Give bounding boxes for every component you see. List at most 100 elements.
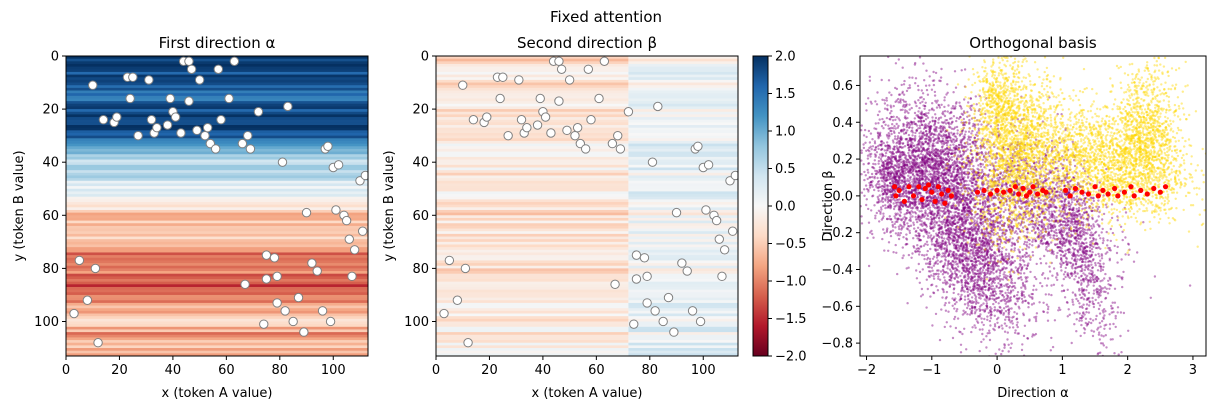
scatter-point — [868, 153, 871, 156]
scatter-point — [912, 120, 916, 124]
scatter-point — [1019, 276, 1023, 279]
scatter-point — [952, 252, 955, 255]
data-point — [307, 258, 317, 268]
heatmap-row-cell — [66, 294, 368, 299]
data-point — [261, 250, 272, 260]
scatter-point — [954, 196, 957, 199]
scatter-point — [923, 164, 926, 167]
data-point — [677, 258, 687, 268]
scatter-point — [940, 162, 943, 165]
scatter-point — [908, 202, 912, 206]
scatter-point — [990, 179, 993, 182]
scatter-point — [895, 87, 899, 91]
scatter-point — [945, 141, 948, 145]
scatter-point — [893, 172, 896, 176]
scatter-point — [1010, 279, 1013, 282]
scatter-point — [968, 271, 971, 274]
scatter-point — [910, 256, 913, 259]
scatter-point — [942, 178, 946, 181]
data-point — [701, 205, 711, 215]
scatter-point — [989, 297, 992, 301]
heatmap-row-cell — [628, 273, 738, 277]
scatter-point — [881, 147, 884, 151]
scatter-point — [1009, 346, 1012, 350]
scatter-point — [895, 179, 899, 182]
scatter-point — [964, 217, 967, 220]
heatmap-row-cell — [436, 87, 629, 92]
scatter-point — [949, 165, 952, 168]
scatter-point — [924, 175, 928, 178]
heatmap-row-cell — [436, 337, 629, 341]
heatmap-row-cell — [436, 239, 629, 243]
scatter-point — [994, 352, 997, 355]
panel1-ylabel: y (token B value) — [12, 150, 27, 261]
scatter-point — [914, 184, 917, 188]
scatter-point — [971, 291, 974, 294]
scatter-point — [1018, 255, 1021, 258]
scatter-point — [926, 93, 930, 96]
scatter-point — [967, 159, 971, 162]
scatter-point — [888, 134, 891, 137]
scatter-point — [937, 210, 940, 213]
heatmap-row-cell — [628, 276, 738, 280]
heatmap-row-cell — [628, 103, 738, 108]
scatter-point — [961, 113, 965, 117]
data-point — [170, 112, 181, 122]
scatter-point — [947, 135, 951, 138]
scatter-point — [864, 102, 868, 106]
scatter-point — [918, 124, 922, 128]
scatter-point — [920, 169, 924, 172]
scatter-point — [964, 166, 967, 170]
scatter-point — [918, 218, 921, 221]
heatmap-row-cell — [628, 90, 738, 94]
heatmap-row-cell — [66, 114, 368, 118]
scatter-point — [968, 121, 971, 124]
scatter-point — [955, 158, 959, 161]
scatter-point — [875, 145, 878, 149]
heatmap-row-cell — [628, 228, 738, 232]
scatter-point — [894, 226, 897, 229]
scatter-point — [938, 236, 941, 239]
scatter-point — [961, 178, 964, 181]
scatter-point — [1000, 283, 1003, 287]
scatter-point — [913, 202, 917, 206]
scatter-point — [1035, 312, 1039, 315]
heatmap-row-cell — [66, 271, 368, 275]
scatter-point — [922, 166, 925, 169]
scatter-point — [941, 137, 945, 140]
heatmap-row-cell — [628, 95, 738, 100]
heatmap-row-cell — [628, 154, 738, 158]
scatter-point — [975, 249, 978, 252]
scatter-point — [936, 252, 939, 255]
scatter-point — [907, 146, 910, 150]
scatter-point — [964, 130, 967, 133]
scatter-point — [853, 97, 855, 99]
scatter-point — [944, 176, 948, 180]
scatter-point — [943, 194, 946, 197]
scatter-point — [967, 298, 970, 301]
scatter-point — [976, 212, 979, 216]
x-tick-label: 60 — [588, 363, 605, 378]
data-point — [687, 306, 698, 316]
scatter-point — [998, 348, 1001, 351]
scatter-point — [917, 99, 920, 102]
scatter-point — [920, 111, 923, 115]
heatmap-row-cell — [436, 66, 629, 70]
heatmap-row-cell — [628, 175, 738, 179]
scatter-point — [911, 126, 914, 129]
heatmap-row-cell — [628, 324, 738, 328]
scatter-point — [906, 222, 909, 225]
scatter-point — [986, 245, 989, 248]
scatter-point — [947, 179, 951, 182]
scatter-point — [1009, 273, 1012, 276]
scatter-point — [923, 155, 927, 158]
scatter-point — [929, 125, 932, 128]
scatter-point — [923, 126, 927, 129]
scatter-point — [1004, 318, 1007, 321]
scatter-point — [883, 99, 886, 102]
scatter-point — [934, 148, 937, 151]
panel2-heatmap — [436, 56, 738, 356]
scatter-point — [963, 275, 966, 278]
scatter-point — [985, 346, 988, 349]
scatter-point — [970, 108, 973, 112]
